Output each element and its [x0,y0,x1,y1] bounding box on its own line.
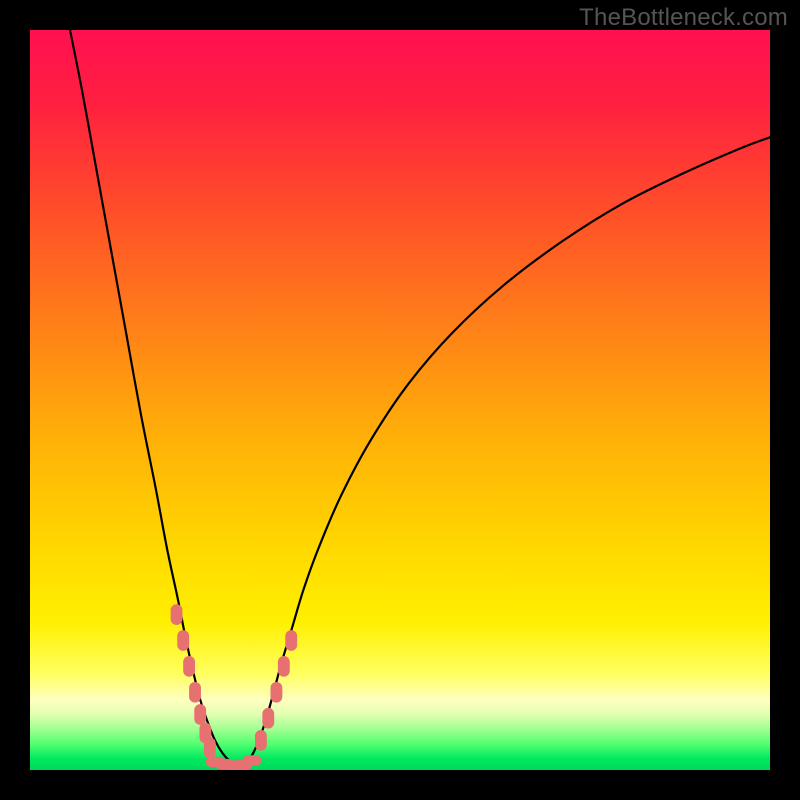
data-marker [177,630,189,651]
data-marker [189,682,201,703]
chart-container: TheBottleneck.com [0,0,800,800]
data-marker [183,656,195,677]
data-marker [271,682,283,703]
data-marker [285,630,297,651]
data-marker [262,708,274,729]
data-marker [243,755,262,765]
plot-gradient-background [30,30,770,770]
data-marker [204,737,216,758]
data-marker [194,704,206,725]
data-marker [255,730,267,751]
data-marker [278,656,290,677]
watermark-text: TheBottleneck.com [579,4,788,32]
data-marker [171,604,183,625]
bottleneck-chart-svg [0,0,800,800]
